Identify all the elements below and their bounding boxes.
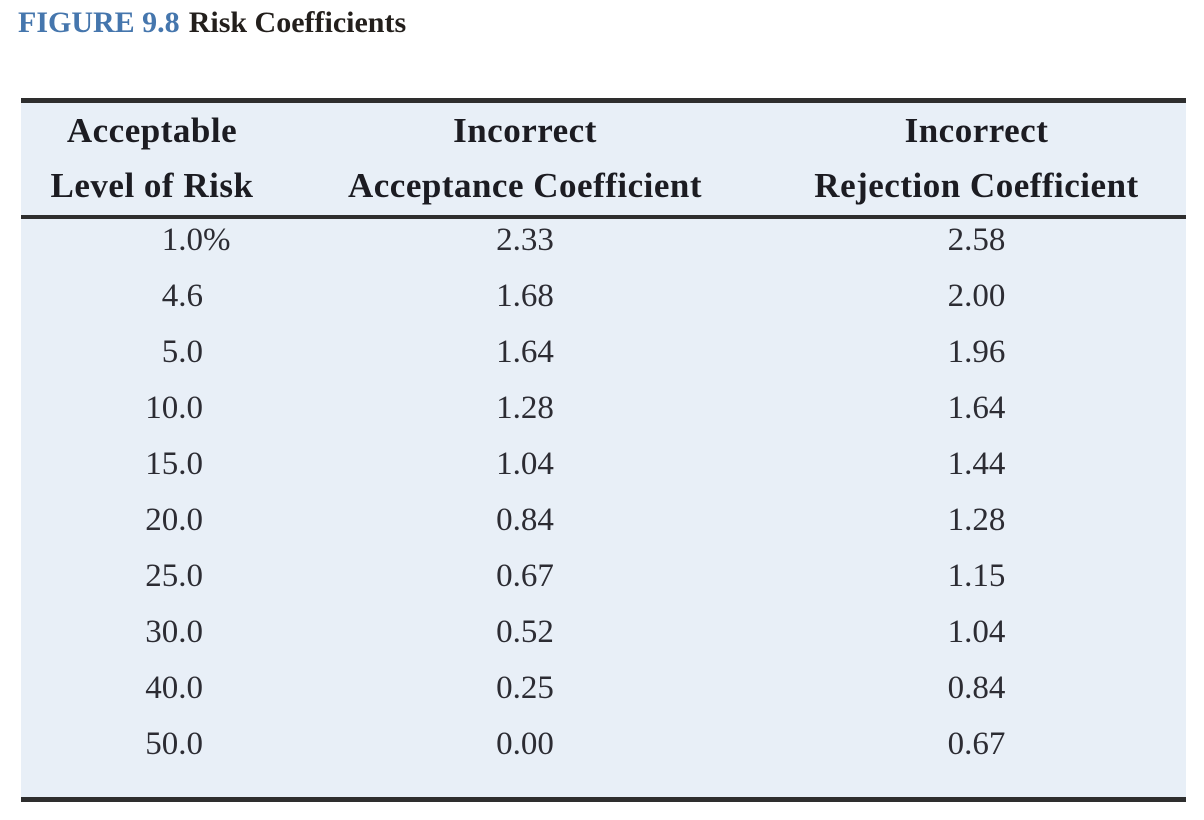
rejection-cell: 1.96 [947, 334, 1006, 370]
rejection-cell: 1.44 [947, 446, 1006, 482]
rejection-cell: 1.64 [947, 390, 1006, 426]
risk-cell: 1.0% [21, 212, 283, 268]
column-header-risk-line1: Acceptable [66, 111, 238, 150]
rejection-cell: 2.00 [947, 278, 1006, 314]
acceptance-cell: 0.00 [496, 726, 554, 762]
risk-value: 20.0 [145, 502, 203, 538]
table-row: 5.0 1.64 1.96 [21, 324, 1186, 380]
rejection-cell: 2.58 [947, 222, 1006, 258]
table-row: 15.0 1.04 1.44 [21, 436, 1186, 492]
risk-value: 40.0 [145, 670, 203, 706]
figure-name: Risk Coefficients [188, 6, 407, 39]
rejection-cell: 0.84 [947, 670, 1006, 706]
risk-cell: 20.0 [21, 492, 283, 548]
table-header-row: Acceptable Level of Risk Incorrect Accep… [21, 103, 1186, 219]
acceptance-cell: 1.64 [496, 334, 554, 370]
table-row: 30.0 0.52 1.04 [21, 604, 1186, 660]
column-header-acceptance-line2: Acceptance Coefficient [347, 166, 703, 205]
column-header-rejection-line1: Incorrect [904, 111, 1049, 150]
acceptance-cell: 0.25 [496, 670, 554, 706]
table-row: 40.0 0.25 0.84 [21, 660, 1186, 716]
risk-value: 30.0 [145, 614, 203, 650]
risk-value: 25.0 [145, 558, 203, 594]
acceptance-cell: 0.52 [496, 614, 554, 650]
risk-cell: 10.0 [21, 380, 283, 436]
acceptance-cell: 0.67 [496, 558, 554, 594]
column-header-rejection: Incorrect Rejection Coefficient [767, 103, 1186, 213]
risk-cell: 30.0 [21, 604, 283, 660]
column-header-rejection-line2: Rejection Coefficient [814, 166, 1139, 205]
column-header-risk: Acceptable Level of Risk [21, 103, 283, 213]
acceptance-cell: 2.33 [496, 222, 554, 258]
risk-suffix: % [203, 222, 231, 258]
risk-value: 4.6 [161, 278, 203, 314]
column-header-risk-line2: Level of Risk [50, 166, 254, 205]
figure-number-label: FIGURE 9.8 [18, 6, 180, 39]
table-row: 1.0% 2.33 2.58 [21, 212, 1186, 268]
risk-value: 50.0 [145, 726, 203, 762]
table-row: 4.6 1.68 2.00 [21, 268, 1186, 324]
figure-title: FIGURE 9.8 Risk Coefficients [18, 6, 406, 40]
risk-cell: 4.6 [21, 268, 283, 324]
table-body: 1.0% 2.33 2.58 4.6 1.68 2.00 5.0 1.64 1.… [21, 212, 1186, 797]
acceptance-cell: 1.68 [496, 278, 554, 314]
risk-cell: 25.0 [21, 548, 283, 604]
risk-cell: 50.0 [21, 716, 283, 772]
risk-cell: 5.0 [21, 324, 283, 380]
table-row: 10.0 1.28 1.64 [21, 380, 1186, 436]
acceptance-cell: 1.04 [496, 446, 554, 482]
table-row: 25.0 0.67 1.15 [21, 548, 1186, 604]
risk-value: 10.0 [145, 390, 203, 426]
table-row: 20.0 0.84 1.28 [21, 492, 1186, 548]
table-row: 50.0 0.00 0.67 [21, 716, 1186, 772]
rejection-cell: 1.15 [947, 558, 1006, 594]
rejection-cell: 0.67 [947, 726, 1006, 762]
rejection-cell: 1.04 [947, 614, 1006, 650]
risk-coefficients-table: Acceptable Level of Risk Incorrect Accep… [21, 98, 1186, 802]
risk-cell: 15.0 [21, 436, 283, 492]
risk-cell: 40.0 [21, 660, 283, 716]
column-header-acceptance-line1: Incorrect [453, 111, 597, 150]
acceptance-cell: 0.84 [496, 502, 554, 538]
risk-value: 15.0 [145, 446, 203, 482]
column-header-acceptance: Incorrect Acceptance Coefficient [283, 103, 767, 213]
risk-value: 1.0 [161, 222, 203, 258]
risk-value: 5.0 [161, 334, 203, 370]
acceptance-cell: 1.28 [496, 390, 554, 426]
rejection-cell: 1.28 [947, 502, 1006, 538]
